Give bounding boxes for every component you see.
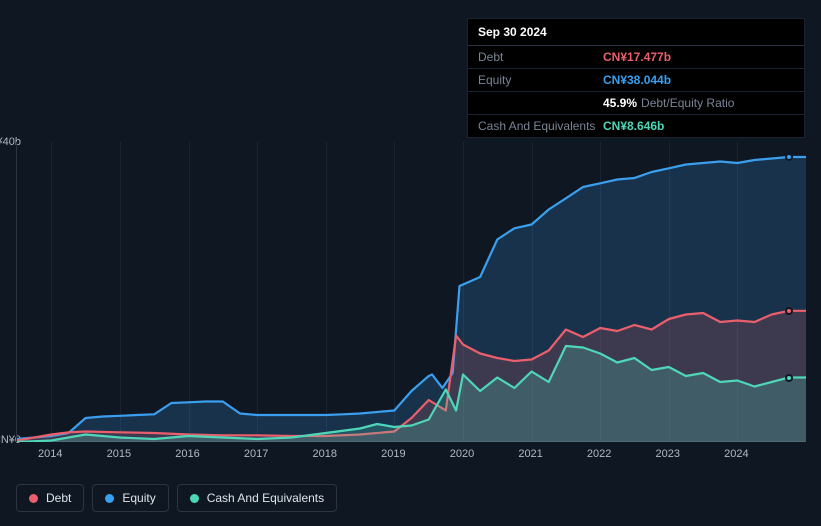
chart-area: CN¥40b CN¥0 2014201520162017201820192020…: [16, 124, 805, 464]
x-axis-tick-label: 2024: [724, 448, 748, 460]
legend-item[interactable]: Debt: [16, 484, 84, 512]
x-axis-tick-label: 2020: [450, 448, 474, 460]
legend-label: Equity: [122, 491, 155, 505]
chart-legend: Debt Equity Cash And Equivalents: [16, 484, 337, 512]
x-axis-tick-label: 2022: [587, 448, 611, 460]
tooltip-row-label: Equity: [478, 73, 603, 87]
tooltip-row: DebtCN¥17.477b: [468, 46, 804, 69]
tooltip-row-value: CN¥8.646b: [603, 119, 664, 133]
x-axis-tick-label: 2016: [175, 448, 199, 460]
chart-tooltip: Sep 30 2024 DebtCN¥17.477bEquityCN¥38.04…: [467, 18, 805, 138]
x-axis-tick-label: 2019: [381, 448, 405, 460]
x-axis-tick-label: 2014: [38, 448, 62, 460]
legend-dot-icon: [190, 494, 199, 503]
tooltip-row-value: 45.9%Debt/Equity Ratio: [603, 96, 734, 110]
tooltip-row: EquityCN¥38.044b: [468, 69, 804, 92]
legend-item[interactable]: Equity: [92, 484, 168, 512]
tooltip-row-value: CN¥17.477b: [603, 50, 671, 64]
tooltip-row: 45.9%Debt/Equity Ratio: [468, 92, 804, 115]
x-axis-tick-label: 2018: [312, 448, 336, 460]
tooltip-row-value: CN¥38.044b: [603, 73, 671, 87]
x-axis-tick-label: 2015: [107, 448, 131, 460]
x-axis-tick-label: 2021: [518, 448, 542, 460]
tooltip-row-label: Debt: [478, 50, 603, 64]
tooltip-row: Cash And EquivalentsCN¥8.646b: [468, 115, 804, 137]
tooltip-row-label: Cash And Equivalents: [478, 119, 603, 133]
tooltip-date: Sep 30 2024: [468, 19, 804, 46]
legend-item[interactable]: Cash And Equivalents: [177, 484, 337, 512]
legend-dot-icon: [105, 494, 114, 503]
tooltip-row-label: [478, 96, 603, 110]
legend-dot-icon: [29, 494, 38, 503]
series-end-marker: [785, 153, 793, 161]
series-end-marker: [785, 307, 793, 315]
x-axis-tick-label: 2017: [244, 448, 268, 460]
legend-label: Debt: [46, 491, 71, 505]
legend-label: Cash And Equivalents: [207, 491, 324, 505]
plot-region[interactable]: [16, 142, 805, 442]
series-end-marker: [785, 374, 793, 382]
x-axis-labels: 2014 2015 2016 2017 2018 2019 2020 2021 2022 2023…: [16, 448, 805, 468]
x-axis-tick-label: 2023: [656, 448, 680, 460]
